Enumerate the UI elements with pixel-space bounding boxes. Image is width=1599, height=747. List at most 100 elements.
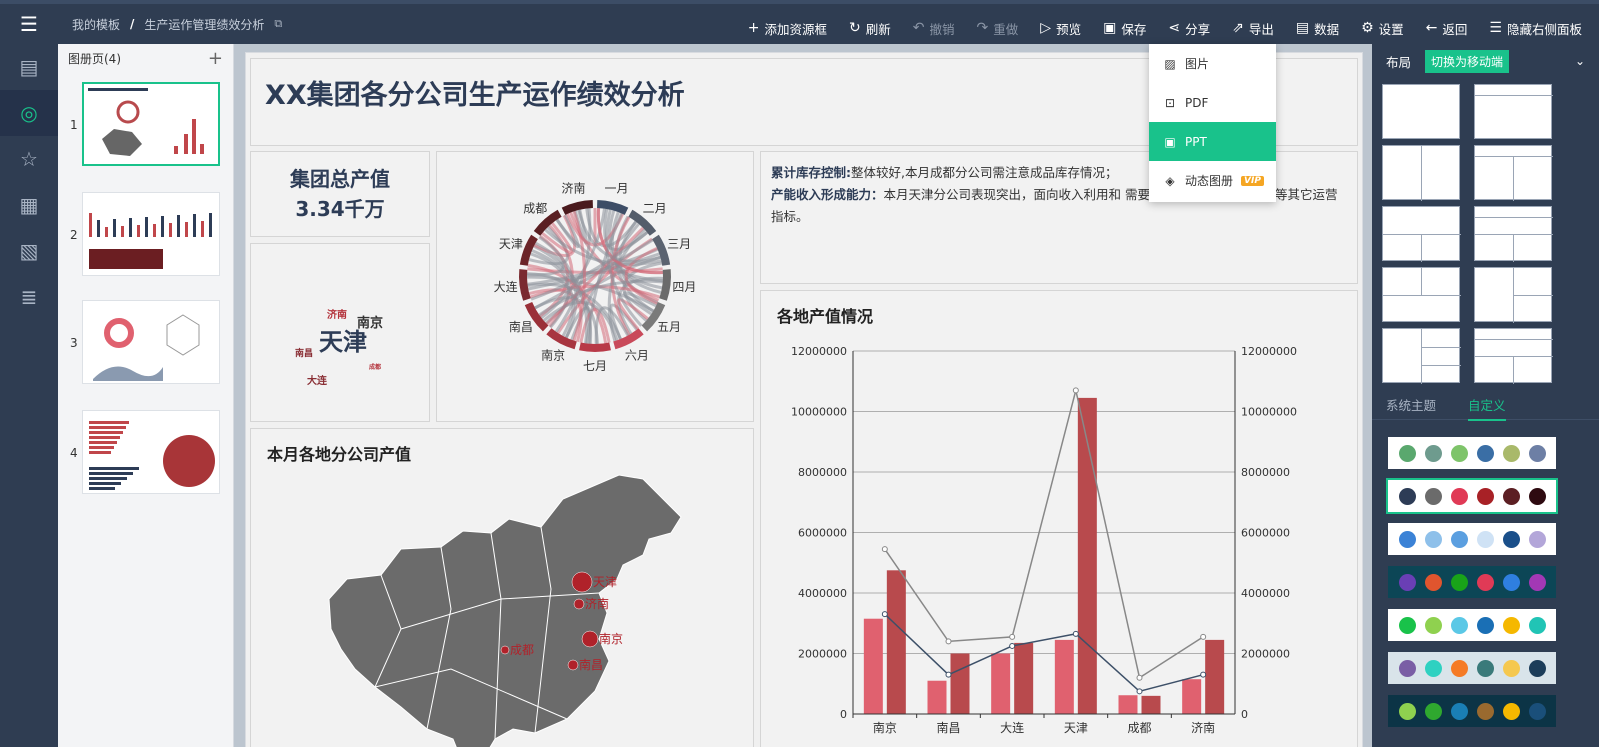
y-tick-left: 0 [840,708,847,721]
theme-option[interactable] [1388,523,1556,555]
redo-label: 重做 [993,21,1019,37]
hamburger-menu-icon[interactable]: ☰ [20,12,38,36]
theme-color-swatch [1398,573,1416,591]
word-cloud-card[interactable]: 天津 南京 济南 南昌 大连 成都 [250,243,430,422]
add-page-icon[interactable]: + [207,47,223,69]
tab-custom-theme[interactable]: 自定义 [1468,388,1506,421]
chord-label: 二月 [643,202,667,216]
refresh-button[interactable]: ↻ 刷新 [838,8,902,48]
preview-button[interactable]: ▷ 预览 [1029,8,1092,48]
hide-panel-label: 隐藏右侧面板 [1506,21,1582,37]
theme-color-swatch [1424,530,1442,548]
theme-icon[interactable]: ◎ [0,90,58,136]
redo-button[interactable]: ↷ 重做 [966,8,1030,48]
city-marker [500,645,510,655]
theme-color-swatch [1502,573,1520,591]
page-thumbnail[interactable] [82,82,220,166]
map-title: 本月各地分公司产值 [267,445,412,464]
share-button[interactable]: ⋖ 分享 [1157,8,1221,48]
report-icon[interactable]: ▦ [19,193,39,217]
undo-label: 撤销 [929,21,955,37]
export-button[interactable]: ⇗ 导出 [1221,8,1285,48]
y-tick-left: 8000000 [798,466,847,479]
page-thumbnail[interactable] [82,300,220,384]
chart-title: 各地产值情况 [777,307,874,326]
x-tick-label: 南昌 [936,720,960,735]
list-doc-icon[interactable]: ≣ [20,285,38,309]
theme-color-swatch [1528,659,1546,677]
add-frame-button[interactable]: + 添加资源框 [737,8,838,48]
line-point [881,611,888,618]
report-search-icon[interactable]: ▧ [19,239,39,263]
layout-option[interactable] [1474,328,1553,384]
city-marker [571,571,593,593]
hide-panel-button[interactable]: ☰ 隐藏右侧面板 [1478,8,1593,48]
edit-title-icon[interactable]: ⧉ [274,17,283,30]
theme-option[interactable] [1388,566,1556,598]
y-tick-right: 0 [1241,708,1248,721]
line-point [881,546,888,553]
export-image-item[interactable]: ▨ 图片 [1149,44,1276,83]
line-point [945,671,952,678]
chord-label: 四月 [672,280,696,294]
layout-option[interactable] [1382,267,1461,322]
x-tick-label: 天津 [1064,721,1088,735]
tab-system-theme[interactable]: 系统主题 [1386,398,1437,413]
bar [1077,397,1097,714]
data-button[interactable]: ▤ 数据 [1285,8,1350,48]
layout-option[interactable] [1382,206,1461,262]
settings-button[interactable]: ⚙ 设置 [1350,8,1415,48]
theme-option[interactable] [1388,652,1556,684]
theme-option[interactable] [1388,609,1556,641]
export-icon: ⇗ [1232,20,1244,36]
line-point [945,638,952,645]
theme-color-swatch [1502,616,1520,634]
page-thumbnail[interactable] [82,410,220,494]
export-ppt-item[interactable]: ▣ PPT [1149,122,1276,161]
y-tick-left: 6000000 [798,527,847,540]
layout-option[interactable] [1382,84,1460,139]
data-label: 数据 [1314,21,1340,37]
star-icon[interactable]: ☆ [20,147,38,171]
pages-icon[interactable]: ▤ [19,55,39,79]
layout-option[interactable] [1474,145,1553,201]
switch-mobile-button[interactable]: 切换为移动端 [1425,49,1510,73]
chord-arc [652,234,671,266]
export-item-label: PPT [1185,134,1207,149]
layout-option[interactable] [1382,145,1460,201]
breadcrumb-root[interactable]: 我的模板 [72,17,121,32]
note-heading: 累计库存控制: [771,165,851,180]
bar [1141,695,1161,714]
layout-option[interactable] [1474,267,1553,323]
theme-color-swatch [1502,702,1520,720]
theme-color-swatch [1424,487,1442,505]
theme-color-swatch [1450,573,1468,591]
theme-option[interactable] [1388,437,1556,469]
bar [1054,639,1074,714]
undo-button[interactable]: ↶ 撤销 [902,8,966,48]
chevron-down-icon[interactable]: ⌄ [1574,54,1585,68]
chord-diagram-card[interactable]: 一月 二月 三月 四月 五月 六月 七月 南京 南昌 大连 天津 成都 济南 [436,151,754,422]
export-pdf-item[interactable]: ⊡ PDF [1149,83,1276,122]
bar-chart-card[interactable]: 各地产值情况 0 0 2000000 2000000 4000000 4000000 600… [760,290,1358,747]
page-thumbnail[interactable] [82,192,220,276]
theme-color-swatch [1476,616,1494,634]
x-tick-label: 成都 [1127,721,1151,735]
back-button[interactable]: ← 返回 [1415,8,1479,48]
theme-color-swatch [1424,616,1442,634]
theme-color-swatch [1398,659,1416,677]
page-number: 2 [70,228,78,242]
theme-option[interactable] [1388,695,1556,727]
x-tick-label: 大连 [1000,720,1024,735]
layout-option[interactable] [1474,84,1553,139]
layout-option[interactable] [1474,206,1553,262]
layout-option[interactable] [1382,328,1461,384]
theme-option[interactable] [1386,478,1558,514]
gear-icon: ⚙ [1361,20,1374,36]
export-dynamic-album-item[interactable]: ◈ 动态图册 VIP [1149,161,1276,200]
map-card[interactable]: 本月各地分公司产值 天津 济南 南京 成都 南昌 [250,428,754,747]
plus-icon: + [747,20,760,36]
chord-label: 五月 [657,320,681,334]
save-button[interactable]: ▣ 保存 [1092,8,1157,48]
kpi-card[interactable]: 集团总产值 3.34千万 [250,151,430,237]
